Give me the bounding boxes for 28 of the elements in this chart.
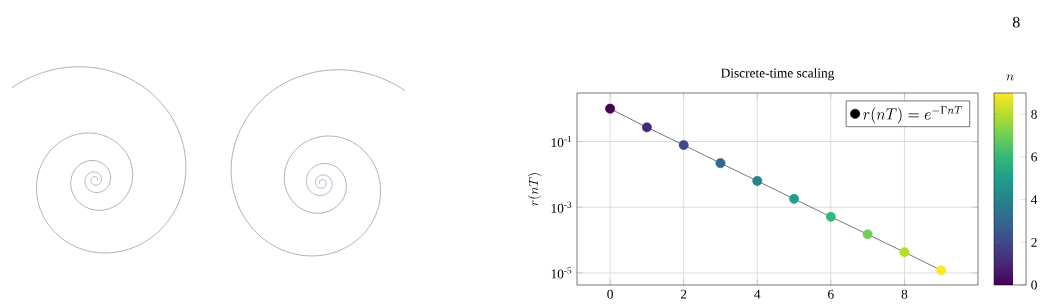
chart-title: Discrete-time scaling [721,68,835,81]
text: 8 [1012,16,1020,28]
x-tick-label: 4 [754,289,761,299]
point [789,193,799,204]
y-tick-label: 10$^{-5}$ [551,267,572,279]
x-tick-label: 2 [680,289,687,299]
legend-label: $r(nT) = e^{-\Gamma nT}$ [863,106,963,124]
point [936,265,947,276]
point [605,103,616,114]
color-bar-label: 0 [1031,280,1037,290]
x-tick-label: 0 [607,289,613,299]
y-axis-title: $r(nT)$ [528,173,542,206]
color-bar-label: 6 [1031,152,1038,162]
point [641,122,652,133]
point [825,211,836,222]
y-tick-label: 10$^{-1}$ [551,135,572,148]
point [752,176,763,186]
color-bar-label: 2 [1031,237,1037,247]
point [862,229,873,240]
point [678,140,689,151]
point [715,158,726,169]
point [899,247,910,258]
x-tick-label: 8 [901,289,908,299]
color-bar-label: 8 [1031,109,1037,119]
color-bar-label: 4 [1030,195,1038,205]
y-tick-label: 10$^{-3}$ [551,201,572,213]
x-tick-label: 6 [828,289,834,299]
color-bar-title: $n$ [1006,74,1014,81]
